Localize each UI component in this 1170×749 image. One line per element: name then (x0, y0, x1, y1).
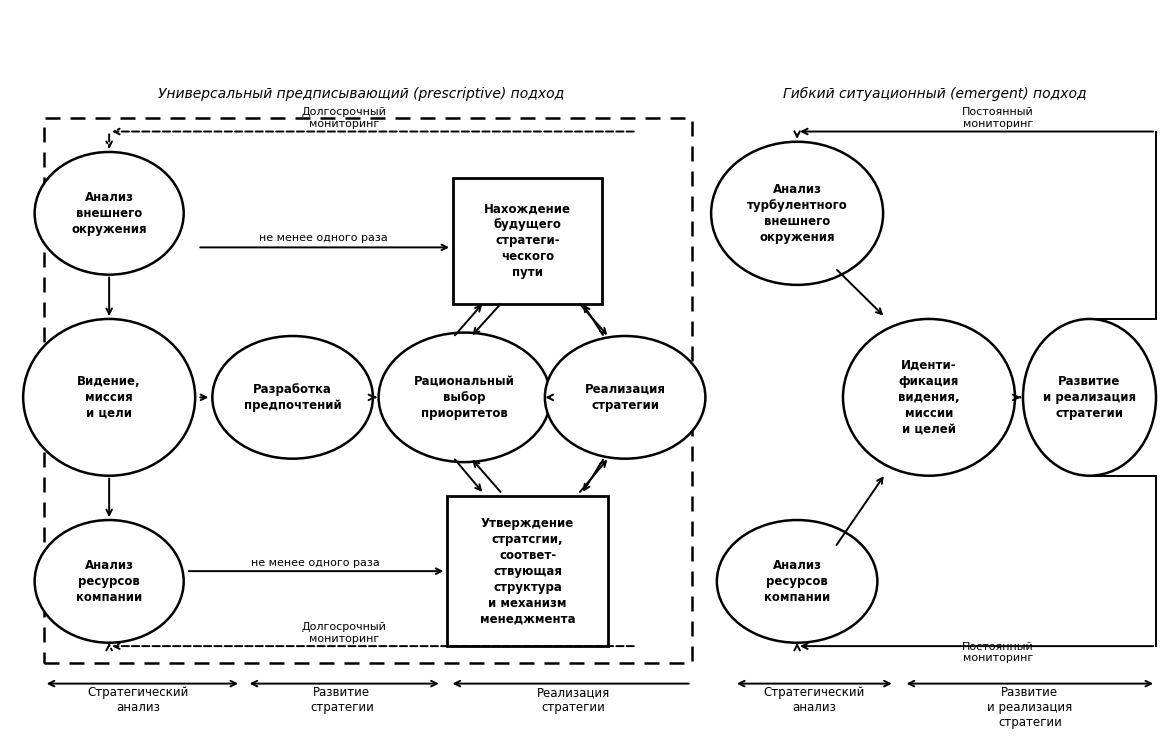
Text: Гибкий ситуационный (emergent) подход: Гибкий ситуационный (emergent) подход (783, 87, 1087, 101)
Text: Реализация
стратегии: Реализация стратегии (585, 383, 666, 412)
Ellipse shape (212, 336, 373, 458)
Text: Иденти-
фикация
видения,
миссии
и целей: Иденти- фикация видения, миссии и целей (899, 359, 959, 436)
Text: Развитие
и реализация
стратегии: Развитие и реализация стратегии (1042, 374, 1136, 420)
Ellipse shape (35, 520, 184, 643)
Text: Постоянный
мониторинг: Постоянный мониторинг (962, 642, 1033, 663)
Ellipse shape (23, 319, 195, 476)
Text: Стратегический
анализ: Стратегический анализ (764, 686, 865, 715)
Ellipse shape (379, 333, 551, 462)
Text: Анализ
внешнего
окружения: Анализ внешнего окружения (71, 191, 147, 236)
Text: не менее одного раза: не менее одного раза (260, 233, 388, 243)
Bar (453, 178, 603, 303)
Text: Рациональный
выбор
приоритетов: Рациональный выбор приоритетов (414, 374, 515, 420)
Text: Реализация
стратегии: Реализация стратегии (537, 686, 611, 715)
Ellipse shape (545, 336, 706, 458)
Bar (43, 118, 691, 663)
Text: Нахождение
будущего
стратеги-
ческого
пути: Нахождение будущего стратеги- ческого пу… (484, 202, 571, 279)
Ellipse shape (35, 152, 184, 275)
Ellipse shape (842, 319, 1016, 476)
Text: Долгосрочный
мониторинг: Долгосрочный мониторинг (302, 622, 386, 644)
Text: Универсальный предписывающий (prescriptive) подход: Универсальный предписывающий (prescripti… (158, 87, 565, 101)
Text: Постоянный
мониторинг: Постоянный мониторинг (962, 107, 1033, 129)
Text: Анализ
турбулентного
внешнего
окружения: Анализ турбулентного внешнего окружения (746, 183, 847, 244)
Text: Развитие
стратегии: Развитие стратегии (310, 686, 374, 715)
Ellipse shape (711, 142, 883, 285)
Text: Видение,
миссия
и цели: Видение, миссия и цели (77, 374, 140, 420)
Bar (447, 496, 608, 646)
Text: не менее одного раза: не менее одного раза (252, 558, 380, 568)
Text: Анализ
ресурсов
компании: Анализ ресурсов компании (764, 559, 831, 604)
Ellipse shape (717, 520, 878, 643)
Text: Утверждение
стратсгии,
соответ-
ствующая
структура
и механизм
менеджмента: Утверждение стратсгии, соответ- ствующая… (480, 517, 576, 625)
Text: Стратегический
анализ: Стратегический анализ (87, 686, 188, 715)
Text: Разработка
предпочтений: Разработка предпочтений (243, 383, 342, 412)
Text: Анализ
ресурсов
компании: Анализ ресурсов компании (76, 559, 143, 604)
Text: Развитие
и реализация
стратегии: Развитие и реализация стратегии (987, 686, 1073, 730)
Ellipse shape (1023, 319, 1156, 476)
Text: Долгосрочный
мониторинг: Долгосрочный мониторинг (302, 107, 386, 129)
